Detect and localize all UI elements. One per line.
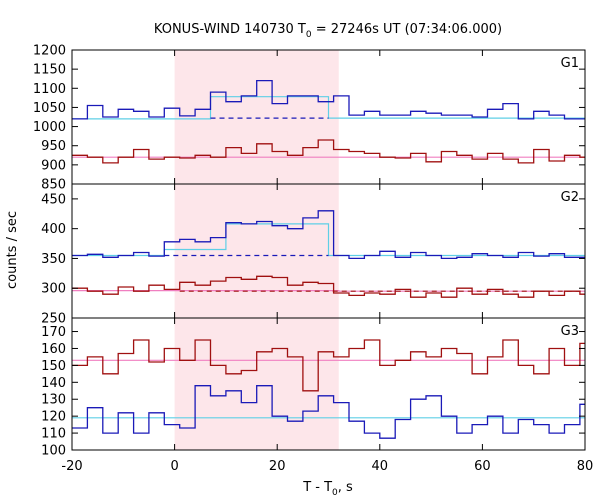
panel-g3-ytick-label: 160 (41, 342, 66, 357)
panel-g3-ytick-label: 140 (41, 376, 66, 391)
xtick-label: -20 (61, 459, 82, 474)
xtick-label: 20 (269, 459, 286, 474)
panel-g2-series-red (72, 275, 585, 298)
xtick-label: 60 (474, 459, 491, 474)
x-axis-label-main: T - T (302, 480, 332, 495)
panel-g2-ytick-label: 250 (41, 312, 66, 327)
chart-title-rest: = 27246s UT (07:34:06.000) (312, 22, 502, 37)
panel-g1-ytick-label: 950 (41, 139, 66, 154)
panel-g1-ytick-label: 1200 (33, 44, 66, 59)
panel-g1-ytick-label: 850 (41, 178, 66, 193)
x-axis-label-subscript: 0 (332, 488, 338, 498)
panel-g3-ytick-label: 110 (41, 427, 66, 442)
panel-g1-ytick-label: 1100 (33, 82, 66, 97)
panel-g3-ytick-label: 150 (41, 359, 66, 374)
panel-g1-ytick-label: 1050 (33, 101, 66, 116)
panel-g2-ytick-label: 350 (41, 252, 66, 267)
xtick-label: 80 (577, 459, 594, 474)
panel-g2-ytick-label: 450 (41, 192, 66, 207)
chart-title: KONUS-WIND 140730 T0 = 27246s UT (07:34:… (154, 22, 502, 40)
y-axis-label: counts / sec (5, 211, 20, 289)
panel-g1-series-blue (72, 79, 585, 120)
panel-g1-ytick-label: 1150 (33, 63, 66, 78)
panel-g3-series-blue (72, 385, 585, 439)
xtick-label: 40 (372, 459, 389, 474)
panel-g2-ytick-label: 400 (41, 222, 66, 237)
x-axis-label: T - T0, s (302, 480, 353, 498)
chart-title-subscript: 0 (306, 30, 312, 40)
panel-g3-ytick-label: 100 (41, 444, 66, 459)
chart-title-main: KONUS-WIND 140730 T (154, 22, 306, 37)
panel-g1-series-red (72, 139, 585, 164)
panel-g1-background-cyan (72, 96, 585, 120)
x-axis-label-rest: , s (338, 480, 353, 495)
panel-g2-series-blue (72, 210, 585, 260)
xtick-label: 0 (170, 459, 178, 474)
panel-g1-label: G1 (561, 56, 579, 71)
panel-g2-ytick-label: 300 (41, 282, 66, 297)
panel-g3-frame (71, 317, 586, 451)
panel-g3-ytick-label: 130 (41, 393, 66, 408)
panel-g2-label: G2 (561, 190, 579, 205)
panel-g3-label: G3 (561, 324, 579, 339)
panel-g1-ytick-label: 1000 (33, 120, 66, 135)
panel-g1-ytick-label: 900 (41, 158, 66, 173)
panel-g3-ytick-label: 170 (41, 325, 66, 340)
panel-g3-series-red (72, 339, 585, 392)
panel-g3-ytick-label: 120 (41, 410, 66, 425)
